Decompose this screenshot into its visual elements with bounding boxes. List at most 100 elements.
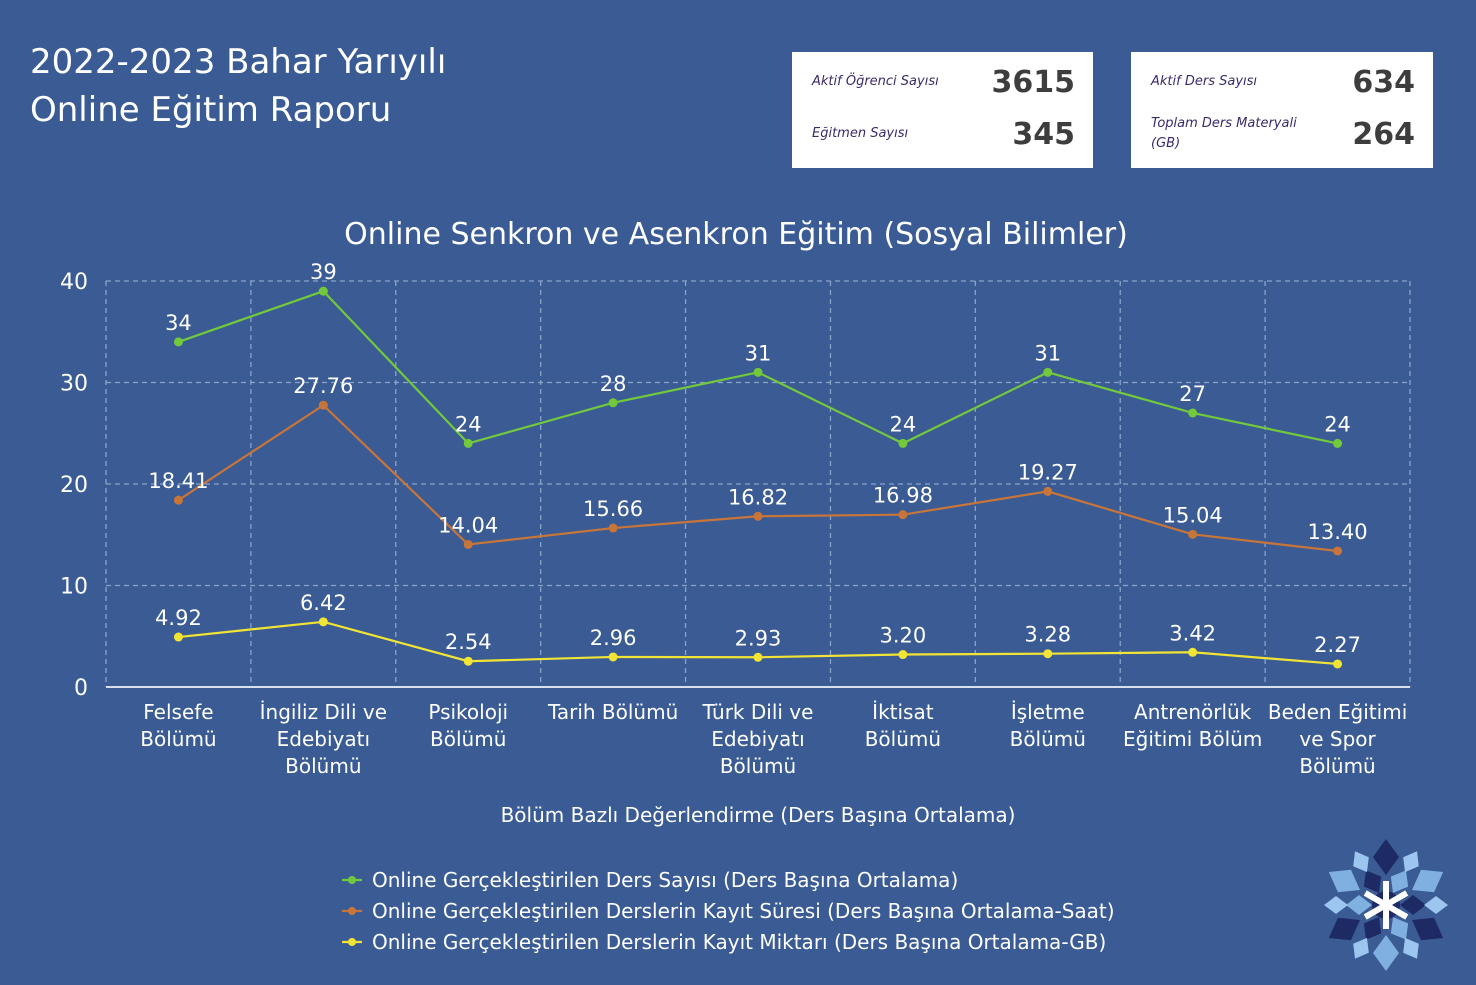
data-point bbox=[173, 337, 183, 347]
data-point bbox=[1043, 486, 1053, 496]
data-label: 28 bbox=[600, 372, 627, 396]
data-label: 3.20 bbox=[880, 624, 927, 648]
x-tick-label: Türk Dili ve bbox=[702, 700, 814, 724]
data-label: 16.98 bbox=[873, 484, 933, 508]
report-title-line2: Online Eğitim Raporu bbox=[30, 90, 392, 130]
data-label: 24 bbox=[890, 412, 917, 436]
x-tick-label: Edebiyatı bbox=[711, 727, 804, 751]
stat-value: 345 bbox=[1012, 116, 1075, 152]
data-label: 31 bbox=[1034, 341, 1061, 365]
stat-total-materials: Toplam Ders Materyali (GB) 264 bbox=[1131, 108, 1433, 160]
data-label: 39 bbox=[310, 260, 337, 284]
data-point bbox=[753, 367, 763, 377]
data-label: 18.41 bbox=[148, 469, 208, 493]
data-label: 6.42 bbox=[300, 591, 347, 615]
x-tick-label: Bölümü bbox=[430, 727, 506, 751]
x-tick-label: Edebiyatı bbox=[277, 727, 370, 751]
data-point bbox=[1333, 659, 1343, 669]
data-point bbox=[173, 632, 183, 642]
x-tick-label: Tarih Bölümü bbox=[547, 700, 678, 724]
stat-card-courses-materials: Aktif Ders Sayısı 634 Toplam Ders Matery… bbox=[1131, 52, 1433, 168]
report-title-line1: 2022-2023 Bahar Yarıyılı bbox=[30, 42, 447, 82]
data-label: 2.96 bbox=[590, 626, 637, 650]
stat-value: 3615 bbox=[991, 64, 1076, 100]
series-line bbox=[178, 289, 1338, 445]
data-label: 14.04 bbox=[438, 513, 498, 537]
x-tick-label: İktisat bbox=[872, 700, 934, 724]
snowflake-icon bbox=[1324, 839, 1448, 971]
x-tick-label: Bölümü bbox=[1299, 754, 1375, 778]
data-label: 15.04 bbox=[1163, 503, 1223, 527]
x-tick-label: İngiliz Dili ve bbox=[260, 700, 387, 724]
x-tick-label: Eğitimi Bölüm bbox=[1123, 727, 1262, 751]
legend-marker bbox=[348, 938, 356, 946]
y-tick-label: 0 bbox=[74, 676, 88, 701]
stat-label: Aktif Ders Sayısı bbox=[1151, 74, 1258, 89]
series-line bbox=[177, 403, 1338, 553]
data-point bbox=[898, 510, 908, 520]
data-point bbox=[608, 523, 618, 533]
data-point bbox=[898, 438, 908, 448]
data-point bbox=[753, 652, 763, 662]
data-label: 31 bbox=[745, 341, 772, 365]
data-point bbox=[318, 617, 328, 627]
data-point bbox=[1188, 647, 1198, 657]
stat-value: 634 bbox=[1352, 64, 1415, 100]
legend-label: Online Gerçekleştirilen Derslerin Kayıt … bbox=[372, 930, 1106, 954]
data-point bbox=[753, 511, 763, 521]
x-tick-label: Bölümü bbox=[140, 727, 216, 751]
x-tick-label: Bölümü bbox=[285, 754, 361, 778]
x-tick-label: Felsefe bbox=[143, 700, 213, 724]
data-label: 13.40 bbox=[1307, 520, 1367, 544]
x-tick-label: İşletme bbox=[1011, 700, 1085, 724]
legend-marker bbox=[348, 907, 356, 915]
data-point bbox=[1188, 529, 1198, 539]
data-label: 16.82 bbox=[728, 485, 788, 509]
data-label: 2.93 bbox=[735, 626, 782, 650]
stat-active-courses: Aktif Ders Sayısı 634 bbox=[1131, 56, 1433, 108]
data-point bbox=[1333, 438, 1343, 448]
chart-title: Online Senkron ve Asenkron Eğitim (Sosya… bbox=[344, 217, 1128, 252]
data-label: 15.66 bbox=[583, 497, 643, 521]
data-point bbox=[1333, 546, 1343, 556]
report-title: 2022-2023 Bahar Yarıyılı Online Eğitim R… bbox=[30, 38, 446, 134]
data-point bbox=[173, 495, 183, 505]
data-label: 2.27 bbox=[1314, 633, 1361, 657]
x-tick-label: Bölümü bbox=[720, 754, 796, 778]
x-tick-label: Bölümü bbox=[865, 727, 941, 751]
data-label: 24 bbox=[1324, 412, 1351, 436]
data-point bbox=[318, 400, 328, 410]
data-label: 27 bbox=[1179, 382, 1206, 406]
x-tick-label: Bölümü bbox=[1010, 727, 1086, 751]
data-point bbox=[1043, 367, 1053, 377]
legend-label: Online Gerçekleştirilen Derslerin Kayıt … bbox=[372, 899, 1115, 923]
data-label: 3.28 bbox=[1024, 623, 1071, 647]
data-label: 3.42 bbox=[1169, 621, 1216, 645]
data-point bbox=[898, 650, 908, 660]
stat-active-students: Aktif Öğrenci Sayısı 3615 bbox=[792, 56, 1093, 108]
data-label: 34 bbox=[165, 311, 192, 335]
y-tick-label: 30 bbox=[60, 372, 88, 397]
stat-label: Aktif Öğrenci Sayısı bbox=[812, 74, 939, 89]
stat-label: Toplam Ders Materyali (GB) bbox=[1151, 116, 1297, 151]
data-label: 24 bbox=[455, 412, 482, 436]
y-tick-label: 40 bbox=[60, 270, 88, 295]
stat-instructors: Eğitmen Sayısı 345 bbox=[792, 108, 1093, 160]
legend-label: Online Gerçekleştirilen Ders Sayısı (Der… bbox=[372, 868, 958, 892]
data-point bbox=[318, 286, 328, 296]
x-tick-label: Beden Eğitimi bbox=[1268, 700, 1407, 724]
data-point bbox=[463, 539, 473, 549]
data-point bbox=[463, 438, 473, 448]
legend-marker bbox=[348, 876, 356, 884]
y-tick-label: 20 bbox=[60, 473, 88, 498]
data-point bbox=[608, 652, 618, 662]
data-label: 27.76 bbox=[293, 374, 353, 398]
x-tick-label: Antrenörlük bbox=[1134, 700, 1252, 724]
data-point bbox=[1188, 408, 1198, 418]
x-tick-label: Psikoloji bbox=[428, 700, 508, 724]
data-point bbox=[608, 398, 618, 408]
x-tick-label: ve Spor bbox=[1299, 727, 1376, 751]
data-label: 2.54 bbox=[445, 630, 492, 654]
data-label: 4.92 bbox=[155, 606, 202, 630]
